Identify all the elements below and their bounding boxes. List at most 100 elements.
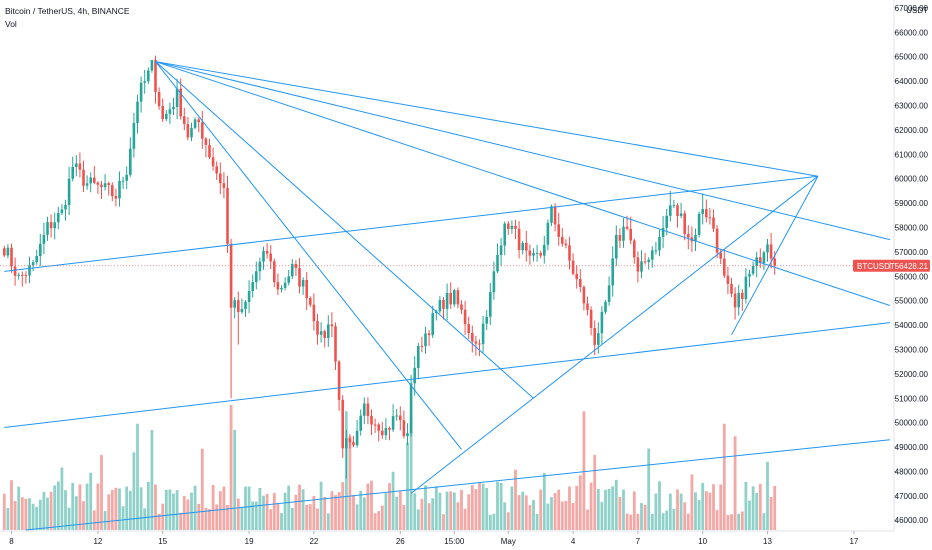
volume-bar bbox=[773, 485, 777, 530]
candle-body bbox=[593, 328, 596, 345]
candle-body bbox=[535, 253, 539, 255]
price-tick-label: 67000.00 bbox=[895, 4, 929, 13]
volume-bar bbox=[474, 489, 478, 530]
candle-body bbox=[334, 326, 337, 362]
volume-bar bbox=[758, 483, 762, 530]
volume-bar bbox=[614, 479, 618, 530]
candle-body bbox=[543, 244, 546, 256]
price-tick-label: 52000.00 bbox=[895, 370, 929, 379]
candle-body bbox=[139, 82, 143, 102]
candle-body bbox=[636, 257, 640, 272]
volume-bar bbox=[395, 496, 399, 530]
volume-bar bbox=[247, 486, 251, 530]
price-tick-label: 64000.00 bbox=[895, 77, 929, 86]
candle-body bbox=[183, 116, 186, 125]
candle-body bbox=[456, 290, 460, 305]
volume-bar bbox=[114, 487, 118, 530]
candle-body bbox=[503, 223, 506, 246]
candle-body bbox=[553, 206, 557, 225]
volume-bar bbox=[539, 489, 543, 530]
candle-body bbox=[363, 403, 366, 416]
candle-body bbox=[485, 316, 488, 324]
volume-bar bbox=[676, 489, 679, 530]
volume-bar bbox=[215, 504, 219, 530]
candle-body bbox=[478, 343, 481, 345]
volume-bar bbox=[470, 485, 474, 530]
volume-bar bbox=[290, 507, 294, 530]
volume-bar bbox=[568, 486, 571, 530]
candle-body bbox=[17, 274, 20, 276]
volume-bar bbox=[323, 496, 327, 530]
time-tick-label: 10 bbox=[698, 537, 707, 546]
symbol-title[interactable]: Bitcoin / TetherUS, 4h, BINANCE bbox=[5, 6, 130, 16]
volume-bar bbox=[254, 501, 258, 530]
candle-body bbox=[129, 148, 132, 175]
trend-line bbox=[410, 175, 819, 494]
volume-bar bbox=[64, 490, 67, 530]
candle-body bbox=[589, 309, 593, 329]
candle-body bbox=[730, 283, 733, 294]
volume-bar bbox=[690, 474, 694, 530]
volume-bar bbox=[384, 493, 388, 530]
candle-body bbox=[298, 267, 301, 287]
candle-body bbox=[427, 333, 431, 336]
volume-bar bbox=[442, 514, 445, 530]
candle-body bbox=[618, 234, 622, 241]
candle-body bbox=[528, 250, 532, 256]
candle-body bbox=[773, 258, 776, 266]
volume-bar bbox=[334, 495, 337, 530]
fan-ray bbox=[155, 61, 891, 307]
time-tick-label: 22 bbox=[309, 537, 318, 546]
volume-bar bbox=[319, 481, 323, 530]
candle-body bbox=[75, 163, 78, 168]
volume-bar bbox=[13, 501, 17, 530]
candle-body bbox=[21, 274, 24, 276]
volume-bar bbox=[521, 491, 525, 530]
volume-bar bbox=[262, 495, 265, 530]
volume-bar bbox=[168, 489, 172, 530]
volume-bar bbox=[582, 411, 586, 530]
candle-body bbox=[204, 138, 208, 145]
candle-body bbox=[489, 292, 492, 317]
volume-indicator-label[interactable]: Vol bbox=[5, 19, 17, 29]
volume-bar bbox=[618, 497, 622, 530]
candle-body bbox=[280, 287, 283, 290]
candle-body bbox=[438, 299, 442, 312]
volume-bar bbox=[118, 488, 121, 530]
volume-bar bbox=[352, 495, 355, 530]
volume-bar bbox=[211, 484, 215, 530]
candle-body bbox=[89, 177, 92, 184]
price-tick-label: 51000.00 bbox=[895, 394, 929, 403]
candle-body bbox=[64, 204, 67, 210]
volume-bar bbox=[593, 455, 597, 530]
candle-body bbox=[733, 293, 737, 308]
candle-body bbox=[568, 245, 571, 261]
candle-body bbox=[107, 183, 110, 186]
volume-bar bbox=[686, 513, 690, 530]
price-tick-label: 62000.00 bbox=[895, 126, 929, 135]
volume-bar bbox=[506, 512, 510, 530]
candle-body bbox=[737, 292, 740, 308]
volume-bar bbox=[204, 507, 208, 530]
candle-body bbox=[514, 225, 517, 229]
candle-body bbox=[305, 279, 308, 299]
volume-bar bbox=[496, 481, 499, 530]
trend-drawings[interactable] bbox=[4, 61, 891, 531]
candle-body bbox=[715, 228, 719, 253]
candle-body bbox=[330, 324, 334, 327]
volume-bar bbox=[550, 497, 553, 530]
volume-bar bbox=[694, 492, 697, 530]
volume-bar bbox=[755, 492, 759, 530]
last-price-badge[interactable]: BTCUSDT 56428.21 bbox=[853, 259, 930, 272]
volume-bar bbox=[589, 482, 593, 530]
time-tick-label: 15:00 bbox=[444, 537, 465, 546]
candle-body bbox=[741, 292, 744, 300]
volume-bar bbox=[391, 471, 395, 530]
candle-body bbox=[150, 59, 154, 71]
volume-bar bbox=[737, 513, 741, 530]
volume-bar bbox=[571, 502, 575, 530]
volume-bar bbox=[132, 452, 136, 530]
volume-bar bbox=[748, 500, 751, 530]
